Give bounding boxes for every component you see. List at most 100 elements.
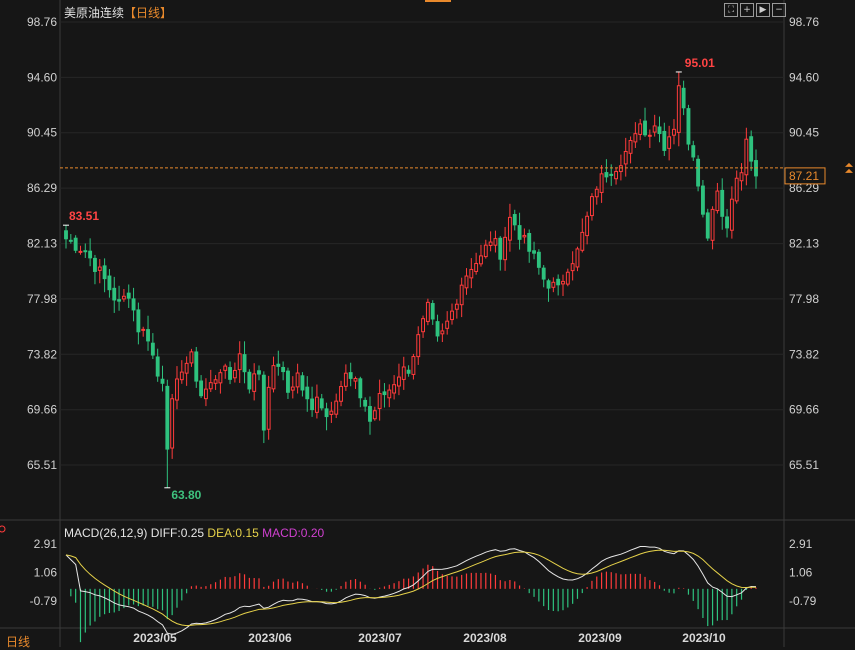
x-axis: 2023/05 2023/06 2023/07 2023/08 2023/09 2023/… [133, 631, 726, 645]
candle-up [623, 150, 628, 165]
candle-down [310, 398, 315, 411]
last-price-label: 87.21 [789, 169, 819, 183]
candle-up [561, 280, 565, 285]
candle-down [527, 233, 532, 252]
candle-down [68, 239, 73, 242]
period-tab-daily[interactable]: 日线 [6, 635, 31, 649]
candle-down [88, 250, 93, 259]
price-tick-left: 77.98 [27, 292, 57, 306]
dea-line [65, 549, 757, 627]
candle-down [430, 303, 435, 320]
price-tick-right: 90.45 [789, 126, 819, 140]
candle-up [396, 376, 401, 387]
price-tick-left: 65.51 [27, 458, 57, 472]
diff-value: DIFF:0.25 [150, 526, 205, 540]
play-icon[interactable]: ▶ [756, 3, 770, 17]
candle-up [372, 410, 377, 420]
x-tick-label: 2023/05 [133, 631, 177, 645]
period-label: 【日线】 [124, 6, 173, 20]
candle-up [329, 410, 334, 415]
candle-down [247, 371, 252, 390]
candle-down [131, 298, 136, 311]
candle-up [551, 281, 556, 288]
candle-down [160, 378, 165, 384]
candle-down [300, 375, 305, 391]
candle-down [102, 265, 107, 280]
zoom-in-icon[interactable]: + [740, 3, 754, 17]
candle-up [416, 334, 421, 358]
scroll-up-icon[interactable] [845, 162, 853, 173]
macd-tick-right: 2.91 [789, 537, 813, 551]
price-tick-right: 98.76 [789, 15, 819, 29]
candle-down [199, 380, 204, 397]
price-tick-left: 98.76 [27, 15, 57, 29]
price-tick-left: 86.29 [27, 181, 57, 195]
candle-up [618, 165, 623, 172]
macd-tick-left: 1.06 [34, 566, 58, 580]
candle-up [667, 136, 672, 149]
candle-up [445, 320, 450, 329]
candle-down [725, 216, 729, 229]
candle-down [136, 309, 141, 333]
price-tick-left: 94.60 [27, 70, 57, 84]
candle-down [691, 145, 696, 158]
candle-down [546, 280, 551, 289]
candle-down [643, 120, 647, 136]
candle-up [672, 128, 676, 136]
candle-up [710, 208, 715, 241]
candle-up [121, 295, 126, 300]
x-tick-label: 2023/08 [463, 631, 507, 645]
candle-up [580, 231, 585, 251]
candle-down [155, 356, 160, 377]
candle-down [686, 108, 691, 145]
candle-down [112, 287, 117, 301]
candle-up [78, 250, 83, 253]
macd-tick-right: 1.06 [789, 566, 813, 580]
candle-down [194, 351, 199, 382]
candle-down [165, 385, 170, 450]
candle-up [237, 353, 242, 371]
candle-up [401, 366, 406, 380]
candle-up [729, 198, 734, 231]
candle-down [556, 278, 561, 286]
candle-up [392, 384, 397, 394]
zoom-out-icon[interactable]: − [772, 3, 786, 17]
candle-down [107, 275, 112, 291]
macd-value: MACD:0.20 [262, 526, 325, 540]
candle-up [633, 133, 638, 143]
candle-up [503, 236, 508, 261]
candle-up [425, 301, 430, 322]
candle-up [575, 248, 580, 268]
candle-up [343, 372, 348, 387]
candle-up [565, 271, 570, 285]
candle-up [223, 365, 228, 371]
candle-up [252, 373, 257, 392]
candle-down [276, 363, 281, 367]
candle-up [450, 310, 454, 321]
candle-down [368, 406, 372, 422]
x-tick-label: 2023/06 [248, 631, 292, 645]
candle-up [232, 369, 237, 379]
candle-up [474, 263, 479, 272]
fit-icon[interactable]: ⛶ [724, 3, 738, 17]
price-tick-left: 69.66 [27, 403, 57, 417]
candle-down [700, 185, 705, 215]
candle-up [739, 172, 744, 182]
candle-down [286, 370, 290, 393]
candle-up [459, 284, 464, 306]
candle-up [628, 140, 633, 154]
candle-down [83, 250, 88, 253]
candle-up [483, 244, 488, 258]
candle-up [493, 238, 498, 246]
diff-line [65, 546, 757, 635]
candle-down [720, 189, 725, 217]
price-annotations: 83.51 95.01 63.80 [63, 56, 715, 502]
price-tick-left: 82.13 [27, 237, 57, 251]
price-axis: 98.76 98.76 94.60 94.60 90.45 90.45 86.29 86.29… [27, 15, 819, 472]
candle-down [541, 267, 546, 280]
macd-tick-left: 2.91 [34, 537, 58, 551]
candle-up [614, 170, 619, 180]
macd-axis: 2.91 2.91 1.06 1.06 -0.79 -0.79 [30, 537, 817, 608]
candle-down [93, 257, 97, 272]
